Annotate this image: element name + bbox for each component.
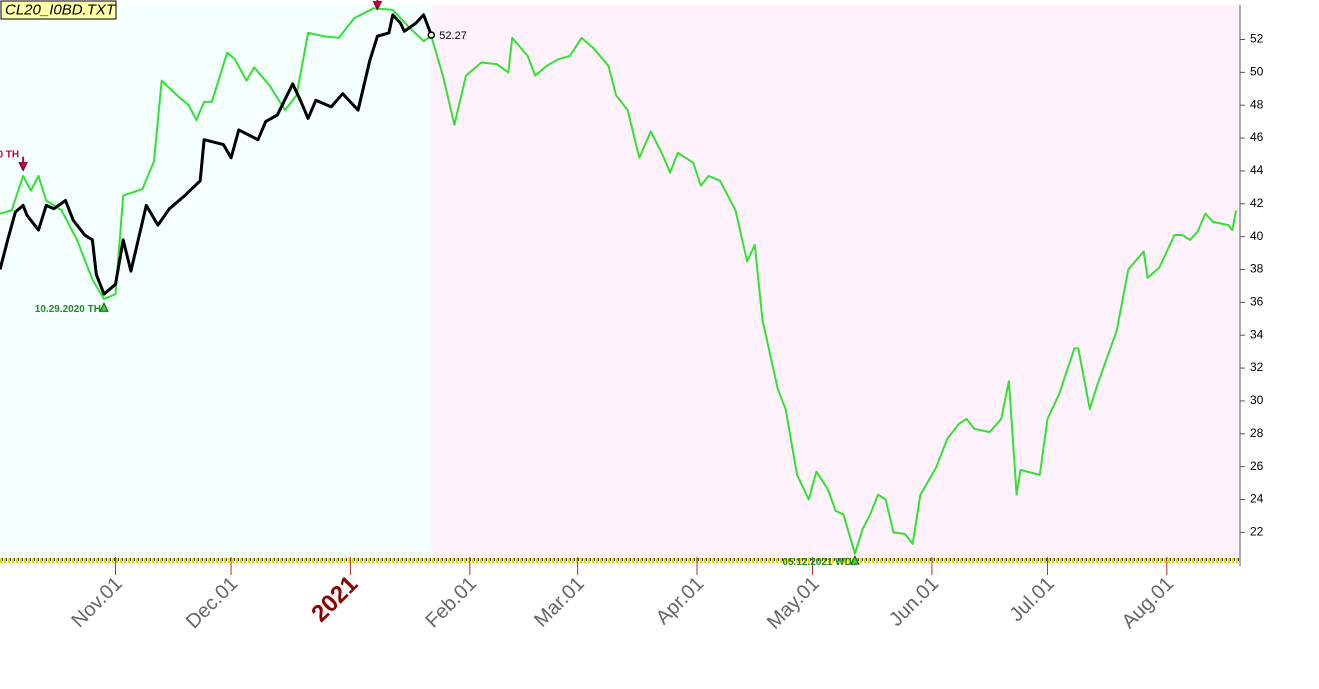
annotation: 10.29.2020 TH: [35, 304, 101, 315]
series-line: [0, 7, 1238, 555]
annotation: 0 TH: [0, 149, 19, 160]
annotation: 05.12.2021 WD: [782, 557, 852, 568]
y-tick-label: 32: [1250, 360, 1264, 374]
forecast-region: [431, 5, 1241, 557]
x-tick-label: 2021: [306, 571, 363, 628]
y-tick-label: 44: [1250, 163, 1264, 177]
chart-title: CL20_I0BD.TXT: [5, 1, 117, 18]
y-tick-label: 24: [1250, 492, 1264, 506]
x-tick-label: Jul.01: [1005, 573, 1058, 626]
marker-down: [18, 162, 28, 172]
last-value-label: 52.27: [439, 30, 467, 42]
y-tick-label: 48: [1250, 97, 1264, 111]
series-line: [0, 13, 433, 296]
x-tick-label: Nov.01: [67, 573, 126, 632]
y-tick-label: 42: [1250, 196, 1264, 210]
x-tick-label: Feb.01: [421, 573, 481, 633]
y-tick-label: 28: [1250, 426, 1264, 440]
marker-up: [850, 555, 860, 565]
y-tick-label: 36: [1250, 295, 1264, 309]
title-box: [0, 0, 117, 20]
last-point: [427, 31, 436, 39]
y-tick-label: 40: [1250, 229, 1264, 243]
y-tick-label: 30: [1250, 393, 1264, 407]
x-tick-label: Mar.01: [530, 573, 589, 632]
x-tick-label: Aug.01: [1118, 573, 1178, 633]
y-tick-label: 50: [1250, 65, 1264, 79]
date-strip: [0, 557, 1240, 566]
y-tick-label: 52: [1250, 32, 1264, 46]
y-tick-label: 46: [1250, 130, 1264, 144]
x-tick-label: Dec.01: [182, 573, 242, 633]
x-tick-label: Jun.01: [885, 573, 943, 631]
x-tick-label: May.01: [763, 573, 824, 634]
actual-region: [0, 5, 432, 557]
y-tick-label: 34: [1250, 327, 1264, 341]
y-tick-label: 22: [1250, 525, 1264, 539]
y-tick-label: 26: [1250, 459, 1264, 473]
x-tick-label: Apr.01: [652, 573, 708, 629]
y-tick-label: 38: [1250, 262, 1264, 276]
marker-down: [372, 1, 383, 11]
marker-up: [99, 302, 109, 312]
